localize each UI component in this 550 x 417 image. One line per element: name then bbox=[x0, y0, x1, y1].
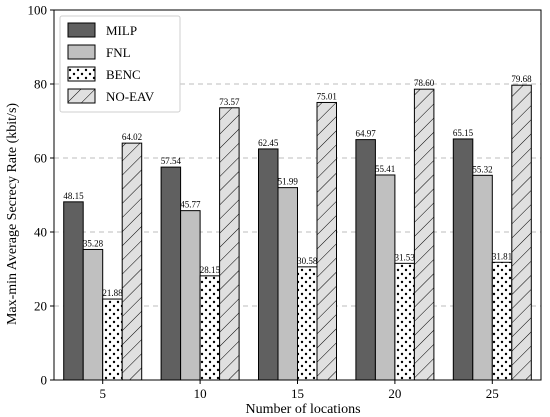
bar-no-eav-20 bbox=[413, 88, 435, 381]
data-label: 75.01 bbox=[317, 91, 337, 101]
data-label: 28.15 bbox=[200, 265, 221, 275]
data-label: 62.45 bbox=[258, 138, 279, 148]
bar-milp-20 bbox=[355, 139, 376, 381]
bar-benc-10 bbox=[199, 275, 221, 381]
bar-fnl-20 bbox=[374, 174, 396, 381]
x-tick-label: 10 bbox=[194, 386, 207, 401]
legend-label: BENC bbox=[106, 67, 141, 82]
data-label: 79.68 bbox=[511, 74, 532, 84]
legend-swatch-milp bbox=[67, 22, 96, 38]
x-tick-label: 15 bbox=[291, 386, 304, 401]
y-tick-label: 60 bbox=[34, 151, 47, 166]
y-tick-label: 100 bbox=[28, 3, 48, 18]
data-label: 64.02 bbox=[122, 132, 142, 142]
data-label: 30.58 bbox=[297, 256, 318, 266]
bar-no-eav-25 bbox=[511, 84, 532, 381]
bar-no-eav-5 bbox=[121, 142, 143, 381]
y-tick-label: 20 bbox=[34, 299, 47, 314]
legend-swatch-benc bbox=[67, 66, 96, 82]
bar-benc-25 bbox=[491, 261, 513, 381]
data-label: 78.60 bbox=[414, 78, 435, 88]
x-tick-label: 5 bbox=[99, 386, 106, 401]
data-label: 64.97 bbox=[356, 129, 377, 139]
data-label: 31.81 bbox=[492, 251, 512, 261]
legend-swatch-fnl bbox=[67, 44, 96, 60]
data-label: 65.15 bbox=[453, 128, 474, 138]
bar-fnl-25 bbox=[472, 174, 493, 381]
data-label: 35.28 bbox=[83, 238, 104, 248]
y-tick-label: 0 bbox=[41, 373, 48, 388]
bar-milp-25 bbox=[452, 138, 474, 381]
plot-frame bbox=[53, 9, 542, 381]
bar-benc-20 bbox=[394, 262, 415, 381]
bars bbox=[63, 84, 532, 381]
data-label: 55.41 bbox=[375, 164, 395, 174]
bar-fnl-10 bbox=[180, 210, 201, 381]
legend-label: MILP bbox=[106, 23, 137, 38]
data-label: 55.32 bbox=[472, 164, 492, 174]
data-label: 73.57 bbox=[219, 97, 240, 107]
data-label: 31.53 bbox=[395, 252, 416, 262]
bar-milp-15 bbox=[258, 148, 279, 381]
legend-label: FNL bbox=[106, 45, 131, 60]
bar-benc-15 bbox=[297, 266, 318, 381]
bar-no-eav-10 bbox=[219, 107, 240, 381]
data-label: 45.77 bbox=[180, 200, 201, 210]
bar-fnl-5 bbox=[82, 248, 104, 381]
y-axis-label: Max-min Average Secrecy Rate (kbit/s) bbox=[5, 103, 20, 325]
data-label: 48.15 bbox=[63, 191, 84, 201]
data-labels: 48.15 35.28 21.88 64.02 57.54 45.77 28.15 73.57… bbox=[63, 74, 532, 298]
x-tick-label: 25 bbox=[486, 386, 499, 401]
bar-fnl-15 bbox=[277, 187, 298, 381]
y-tick-label: 80 bbox=[34, 77, 47, 92]
data-label: 57.54 bbox=[161, 156, 182, 166]
legend: MILP FNL BENC NO-EAV bbox=[59, 15, 181, 113]
data-label: 21.88 bbox=[102, 288, 123, 298]
x-tick-label: 20 bbox=[388, 386, 401, 401]
legend-box bbox=[59, 15, 181, 113]
data-label: 51.99 bbox=[278, 177, 299, 187]
legend-label: NO-EAV bbox=[106, 89, 155, 104]
y-tick-label: 40 bbox=[34, 225, 47, 240]
axes: 5 10 15 20 25 0 20 40 60 80 100 bbox=[28, 3, 542, 401]
bar-milp-10 bbox=[160, 166, 182, 381]
legend-swatch-no-eav bbox=[67, 88, 96, 104]
x-axis-label: Number of locations bbox=[245, 402, 360, 417]
bar-milp-5 bbox=[63, 201, 84, 381]
bar-no-eav-15 bbox=[316, 101, 337, 381]
bar-benc-5 bbox=[102, 298, 123, 381]
